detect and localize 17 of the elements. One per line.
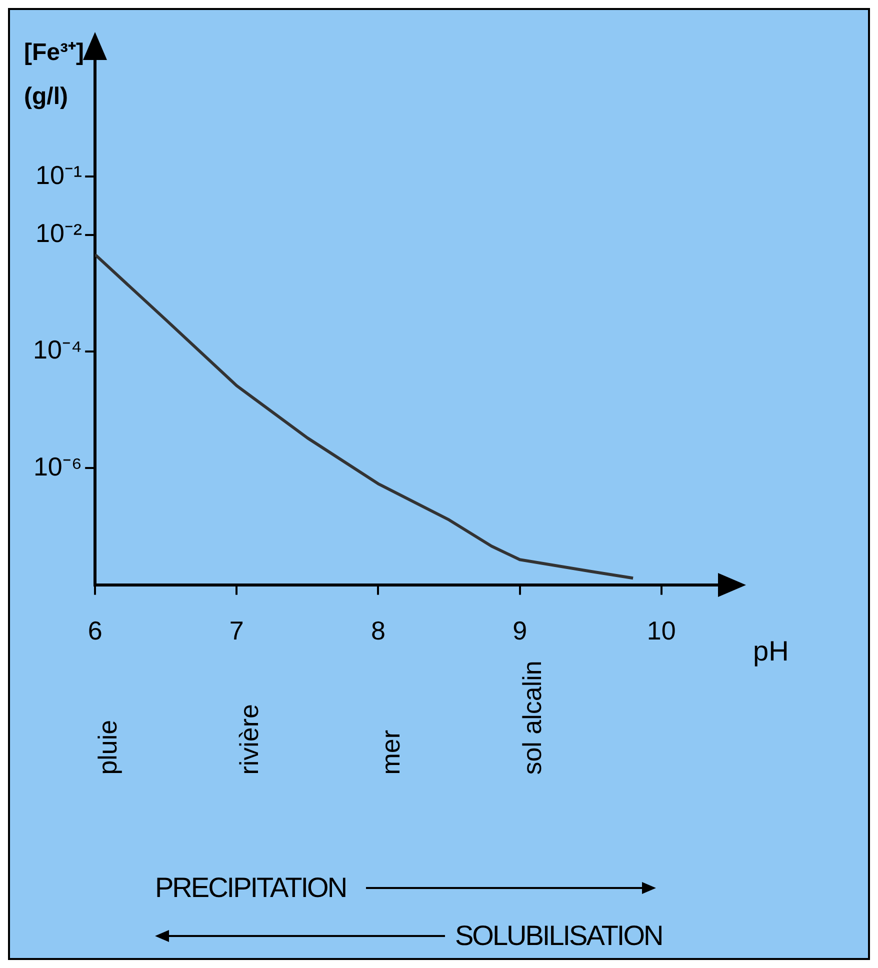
x-tick-label: 6 — [88, 616, 102, 646]
text: pluie — [92, 720, 122, 775]
text: mer — [375, 730, 406, 775]
text: SOLUBILISATION — [455, 920, 662, 952]
y-tick-label: 10⁻⁴ — [33, 334, 82, 365]
text: rivière — [234, 704, 264, 775]
text: PRECIPITATION — [155, 872, 346, 904]
x-tick-label: 9 — [512, 616, 528, 646]
x-tick-label: 7 — [229, 616, 244, 646]
y-axis-title: [Fe³⁺] (g/l) — [24, 39, 84, 110]
text: sol alcalin — [516, 660, 547, 775]
x-axis-title: pH — [753, 636, 789, 667]
x-tick-label: 8 — [371, 616, 386, 646]
y-tick-label: 10⁻² — [36, 218, 82, 248]
y-tick-label: 10⁻¹ — [36, 160, 82, 190]
x-tick-label: 10 — [646, 616, 676, 646]
y-tick-label: 10⁻⁶ — [33, 451, 82, 482]
